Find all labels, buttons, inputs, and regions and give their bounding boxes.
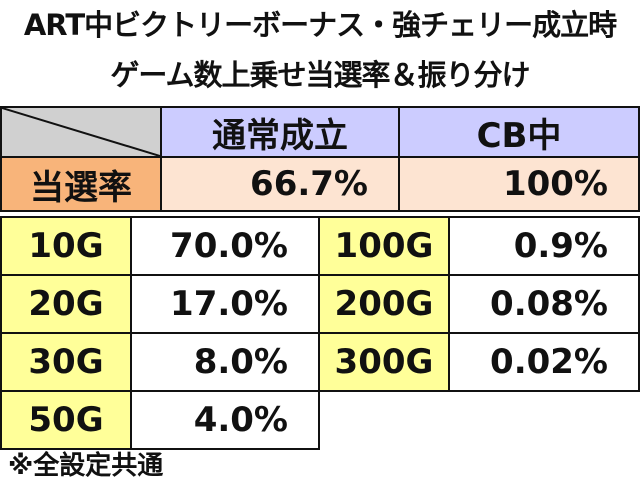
games-label: 50G: [0, 390, 132, 450]
diagonal: [2, 108, 160, 156]
corner-cell: [0, 106, 162, 158]
title-line: ゲーム数上乗せ当選率＆振り分け: [110, 58, 530, 92]
games-label: 30G: [0, 332, 132, 392]
share-value: 0.08%: [448, 274, 640, 334]
games-label: 100G: [318, 216, 450, 276]
games-label: 10G: [0, 216, 132, 276]
footnote: ※全設定共通: [8, 451, 164, 481]
rate-value: 66.7%: [160, 156, 400, 212]
row-header: 当選率: [0, 156, 162, 212]
games-label: 200G: [318, 274, 450, 334]
share-value: 70.0%: [130, 216, 320, 276]
games-label: 20G: [0, 274, 132, 334]
share-value: 4.0%: [130, 390, 320, 450]
games-label: 300G: [318, 332, 450, 392]
share-value: 0.02%: [448, 332, 640, 392]
title-line: ART中ビクトリーボーナス・強チェリー成立時: [23, 8, 617, 42]
share-value: 17.0%: [130, 274, 320, 334]
column-header: 通常成立: [160, 106, 400, 158]
column-header: CB中: [398, 106, 640, 158]
share-value: 8.0%: [130, 332, 320, 392]
share-value: 0.9%: [448, 216, 640, 276]
rate-value: 100%: [398, 156, 640, 212]
